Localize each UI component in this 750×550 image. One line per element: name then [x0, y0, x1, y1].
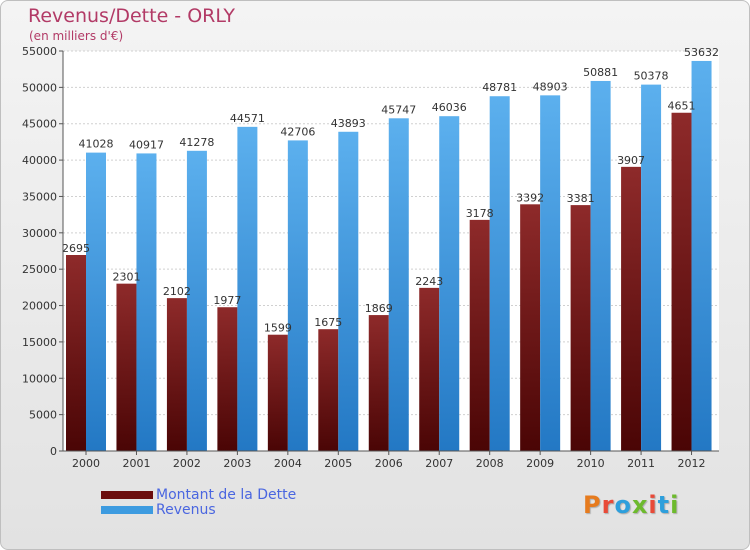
y-tick-label: 30000 — [22, 227, 57, 240]
bar-dette-2012 — [671, 112, 692, 451]
x-tick-label-2007: 2007 — [425, 457, 453, 470]
label-revenus-2000: 41028 — [79, 138, 114, 151]
label-dette-2008: 3178 — [466, 207, 494, 220]
label-dette-2011: 3907 — [617, 154, 645, 167]
label-revenus-2011: 50378 — [634, 70, 669, 83]
label-revenus-2009: 48903 — [533, 80, 568, 93]
x-tick-label-2009: 2009 — [526, 457, 554, 470]
bar-revenus-2011 — [641, 84, 662, 451]
x-tick-label-2010: 2010 — [577, 457, 605, 470]
label-dette-2006: 1869 — [365, 302, 393, 315]
y-tick-label: 25000 — [22, 263, 57, 276]
bar-dette-2002 — [166, 298, 187, 451]
legend-label-revenus: Revenus — [156, 501, 216, 518]
bar-dette-2008 — [469, 219, 490, 451]
bar-revenus-2003 — [237, 126, 258, 451]
labels-layer: 2695 41028 2301 40917 2102 41278 1977 44571 1599… — [62, 46, 719, 335]
x-tick-label-2012: 2012 — [678, 457, 706, 470]
bar-dette-2003 — [217, 307, 238, 451]
label-revenus-2012: 53632 — [684, 46, 719, 59]
label-dette-2001: 2301 — [112, 271, 140, 284]
legend-item-debt: Montant de la Dette — [101, 486, 297, 503]
x-tick-label-2001: 2001 — [122, 457, 150, 470]
y-tick-label: 0 — [50, 445, 57, 458]
label-dette-2004: 1599 — [264, 322, 292, 335]
chart-title: Revenus/Dette - ORLY — [28, 5, 236, 27]
label-revenus-2003: 44571 — [230, 112, 265, 125]
x-tick-label-2005: 2005 — [324, 457, 352, 470]
legend-item-revenus: Revenus — [101, 501, 296, 518]
legend-swatch-debt — [101, 490, 153, 499]
label-dette-2002: 2102 — [163, 285, 191, 298]
y-tick-label: 15000 — [22, 336, 57, 349]
label-dette-2007: 2243 — [415, 275, 443, 288]
bar-revenus-2004 — [287, 140, 308, 452]
proxiti-logo: Proxiti — [583, 491, 680, 519]
axis-layer: 0 5000 10000 15000 20000 25000 30000 35000 40000… — [22, 45, 719, 470]
label-revenus-2004: 42706 — [280, 125, 315, 138]
x-tick-label-2004: 2004 — [274, 457, 302, 470]
y-tick-label: 20000 — [22, 300, 57, 313]
y-tick-label: 50000 — [22, 81, 57, 94]
label-dette-2000: 2695 — [62, 242, 90, 255]
bar-dette-2011 — [621, 166, 642, 451]
bar-revenus-2012 — [691, 60, 712, 451]
label-revenus-2001: 40917 — [129, 138, 164, 151]
bar-revenus-2005 — [338, 131, 359, 451]
bar-revenus-2010 — [590, 80, 611, 451]
label-dette-2003: 1977 — [213, 294, 241, 307]
bar-revenus-2001 — [136, 153, 157, 451]
bar-dette-2006 — [368, 315, 389, 451]
bar-revenus-2002 — [186, 150, 207, 451]
x-tick-label-2002: 2002 — [173, 457, 201, 470]
bar-dette-2010 — [570, 205, 591, 451]
label-dette-2012: 4651 — [668, 100, 696, 113]
chart-subtitle: (en milliers d'€) — [29, 29, 124, 43]
label-revenus-2005: 43893 — [331, 117, 366, 130]
x-tick-label-2000: 2000 — [72, 457, 100, 470]
bars-layer — [66, 60, 712, 452]
bar-revenus-2008 — [489, 96, 510, 451]
label-revenus-2010: 50881 — [583, 66, 618, 79]
y-tick-label: 55000 — [22, 45, 57, 58]
label-dette-2009: 3392 — [516, 191, 544, 204]
label-revenus-2006: 45747 — [381, 103, 416, 116]
y-tick-label: 35000 — [22, 190, 57, 203]
x-tick-label-2003: 2003 — [223, 457, 251, 470]
label-revenus-2002: 41278 — [179, 136, 214, 149]
bar-revenus-2007 — [439, 116, 460, 452]
label-dette-2005: 1675 — [314, 316, 342, 329]
x-tick-label-2011: 2011 — [627, 457, 655, 470]
label-dette-2010: 3381 — [567, 192, 595, 205]
bar-revenus-2009 — [540, 95, 561, 451]
bar-revenus-2006 — [388, 118, 409, 451]
legend: Montant de la Dette Revenus — [101, 486, 297, 518]
bar-dette-2005 — [318, 329, 339, 451]
label-revenus-2008: 48781 — [482, 81, 517, 94]
legend-label-debt: Montant de la Dette — [156, 486, 297, 503]
bar-dette-2001 — [116, 283, 137, 451]
legend-swatch-revenus — [101, 505, 153, 514]
x-tick-label-2008: 2008 — [476, 457, 504, 470]
y-tick-label: 5000 — [29, 409, 57, 422]
bar-dette-2009 — [520, 204, 541, 451]
bar-revenus-2000 — [86, 152, 106, 451]
y-tick-label: 45000 — [22, 118, 57, 131]
label-revenus-2007: 46036 — [432, 101, 467, 114]
y-tick-label: 40000 — [22, 154, 57, 167]
bar-dette-2000 — [66, 255, 86, 451]
y-tick-label: 10000 — [22, 372, 57, 385]
bar-dette-2004 — [267, 334, 288, 451]
bar-dette-2007 — [419, 287, 440, 451]
x-tick-label-2006: 2006 — [375, 457, 403, 470]
